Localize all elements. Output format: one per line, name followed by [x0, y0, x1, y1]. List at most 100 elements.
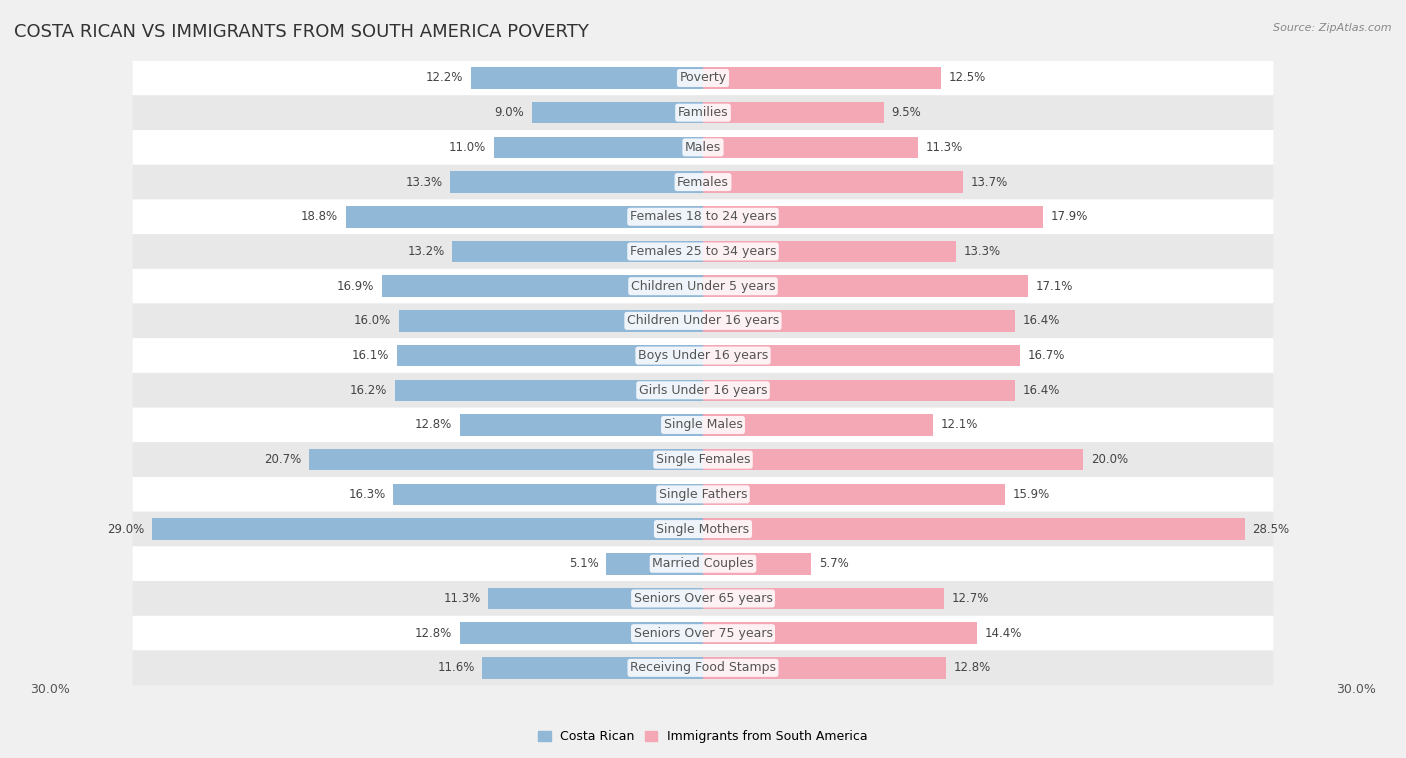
FancyBboxPatch shape — [132, 512, 1274, 547]
Bar — [460, 622, 703, 644]
Bar — [703, 345, 1021, 366]
Bar — [453, 241, 703, 262]
Bar — [703, 587, 945, 609]
Text: 12.1%: 12.1% — [941, 418, 979, 431]
Text: 30.0%: 30.0% — [1336, 683, 1376, 697]
Text: 17.1%: 17.1% — [1036, 280, 1073, 293]
Text: 16.4%: 16.4% — [1022, 315, 1060, 327]
Text: 5.1%: 5.1% — [568, 557, 599, 570]
Bar — [381, 275, 703, 297]
Bar — [482, 657, 703, 678]
FancyBboxPatch shape — [132, 547, 1274, 581]
Bar — [703, 171, 963, 193]
Text: 16.4%: 16.4% — [1022, 384, 1060, 396]
Bar — [703, 449, 1083, 471]
Bar — [703, 380, 1015, 401]
Bar — [703, 275, 1028, 297]
Text: 16.3%: 16.3% — [349, 488, 385, 501]
FancyBboxPatch shape — [132, 408, 1274, 443]
Text: 20.7%: 20.7% — [264, 453, 302, 466]
Text: 16.2%: 16.2% — [350, 384, 388, 396]
FancyBboxPatch shape — [132, 581, 1274, 615]
Bar — [488, 587, 703, 609]
Bar — [471, 67, 703, 89]
Bar — [703, 241, 956, 262]
Bar — [396, 345, 703, 366]
Text: 12.8%: 12.8% — [953, 662, 991, 675]
FancyBboxPatch shape — [132, 373, 1274, 408]
Text: Children Under 5 years: Children Under 5 years — [631, 280, 775, 293]
Text: 9.0%: 9.0% — [495, 106, 524, 119]
Text: 12.5%: 12.5% — [948, 71, 986, 84]
Text: 16.7%: 16.7% — [1028, 349, 1066, 362]
Text: Families: Families — [678, 106, 728, 119]
Text: Single Fathers: Single Fathers — [659, 488, 747, 501]
FancyBboxPatch shape — [132, 477, 1274, 512]
Text: 12.2%: 12.2% — [426, 71, 464, 84]
Text: 5.7%: 5.7% — [818, 557, 849, 570]
FancyBboxPatch shape — [132, 164, 1274, 199]
FancyBboxPatch shape — [132, 130, 1274, 164]
Text: Boys Under 16 years: Boys Under 16 years — [638, 349, 768, 362]
Bar — [450, 171, 703, 193]
Text: Single Mothers: Single Mothers — [657, 522, 749, 536]
Bar — [395, 380, 703, 401]
FancyBboxPatch shape — [132, 650, 1274, 685]
Bar — [703, 657, 946, 678]
Bar — [399, 310, 703, 332]
FancyBboxPatch shape — [132, 338, 1274, 373]
Text: 12.7%: 12.7% — [952, 592, 990, 605]
Bar — [152, 518, 703, 540]
Text: Children Under 16 years: Children Under 16 years — [627, 315, 779, 327]
Bar — [703, 484, 1005, 505]
Bar — [531, 102, 703, 124]
Text: 11.0%: 11.0% — [449, 141, 486, 154]
Text: Males: Males — [685, 141, 721, 154]
Text: Receiving Food Stamps: Receiving Food Stamps — [630, 662, 776, 675]
FancyBboxPatch shape — [132, 199, 1274, 234]
Text: Married Couples: Married Couples — [652, 557, 754, 570]
Bar — [460, 414, 703, 436]
Text: 12.8%: 12.8% — [415, 418, 453, 431]
FancyBboxPatch shape — [132, 615, 1274, 650]
Text: Source: ZipAtlas.com: Source: ZipAtlas.com — [1274, 23, 1392, 33]
Text: 13.2%: 13.2% — [408, 245, 444, 258]
Text: 13.3%: 13.3% — [405, 176, 443, 189]
Bar — [703, 622, 977, 644]
Bar — [494, 136, 703, 158]
Bar — [703, 310, 1015, 332]
Text: 18.8%: 18.8% — [301, 210, 337, 224]
Text: Single Females: Single Females — [655, 453, 751, 466]
Bar — [703, 206, 1043, 227]
Bar — [703, 518, 1244, 540]
Bar — [703, 67, 941, 89]
Text: 11.6%: 11.6% — [437, 662, 475, 675]
Bar — [703, 102, 883, 124]
Bar — [309, 449, 703, 471]
Text: 12.8%: 12.8% — [415, 627, 453, 640]
Bar — [703, 414, 934, 436]
FancyBboxPatch shape — [132, 96, 1274, 130]
Text: 14.4%: 14.4% — [984, 627, 1022, 640]
Text: 28.5%: 28.5% — [1253, 522, 1289, 536]
Text: 29.0%: 29.0% — [107, 522, 143, 536]
Text: 15.9%: 15.9% — [1012, 488, 1050, 501]
FancyBboxPatch shape — [132, 234, 1274, 269]
Text: 13.3%: 13.3% — [963, 245, 1001, 258]
Text: Females: Females — [678, 176, 728, 189]
Text: 16.1%: 16.1% — [352, 349, 389, 362]
FancyBboxPatch shape — [132, 443, 1274, 477]
Text: Single Males: Single Males — [664, 418, 742, 431]
Bar — [703, 136, 918, 158]
Text: 20.0%: 20.0% — [1091, 453, 1128, 466]
Text: 11.3%: 11.3% — [925, 141, 963, 154]
Legend: Costa Rican, Immigrants from South America: Costa Rican, Immigrants from South Ameri… — [533, 725, 873, 748]
Text: Females 25 to 34 years: Females 25 to 34 years — [630, 245, 776, 258]
Text: Seniors Over 65 years: Seniors Over 65 years — [634, 592, 772, 605]
Text: Females 18 to 24 years: Females 18 to 24 years — [630, 210, 776, 224]
Bar — [703, 553, 811, 575]
Bar — [394, 484, 703, 505]
Text: Poverty: Poverty — [679, 71, 727, 84]
Text: Girls Under 16 years: Girls Under 16 years — [638, 384, 768, 396]
Text: 17.9%: 17.9% — [1050, 210, 1088, 224]
